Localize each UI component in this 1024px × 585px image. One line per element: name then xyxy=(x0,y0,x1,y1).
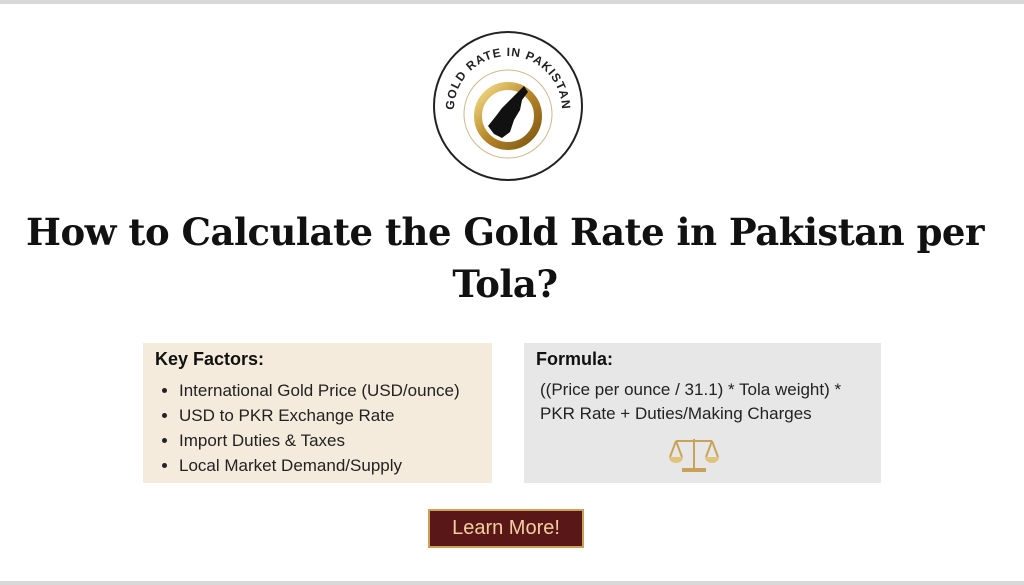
key-factors-heading: Key Factors: xyxy=(155,349,265,369)
formula-heading: Formula: xyxy=(536,349,614,369)
balance-scale-icon xyxy=(669,439,719,472)
key-factors-card: Key Factors: International Gold Price (U… xyxy=(143,343,492,483)
top-border xyxy=(0,0,1024,4)
list-item: International Gold Price (USD/ounce) xyxy=(179,378,480,403)
formula-card: Formula: ((Price per ounce / 31.1) * Tol… xyxy=(524,343,881,483)
list-item: Import Duties & Taxes xyxy=(179,428,480,453)
gold-rate-logo: GOLD RATE IN PAKISTAN xyxy=(433,31,583,181)
bottom-border xyxy=(0,581,1024,585)
formula-text: ((Price per ounce / 31.1) * Tola weight)… xyxy=(540,380,842,423)
list-item: Local Market Demand/Supply xyxy=(179,453,480,478)
learn-more-button[interactable]: Learn More! xyxy=(428,509,584,548)
page-title: How to Calculate the Gold Rate in Pakist… xyxy=(26,210,984,306)
list-item: USD to PKR Exchange Rate xyxy=(179,403,480,428)
